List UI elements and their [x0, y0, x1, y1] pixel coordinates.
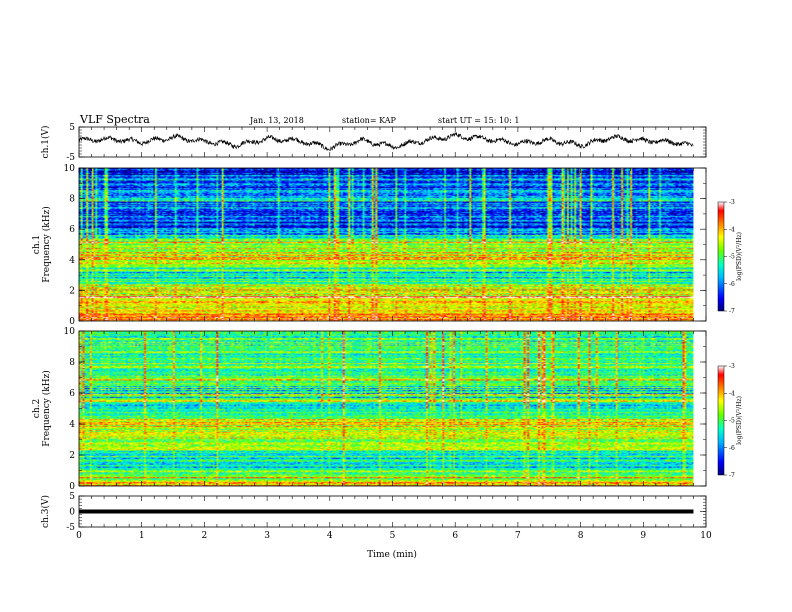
spectrogram-image [79, 331, 694, 486]
x-tick-label: 7 [515, 531, 521, 541]
ch1-voltage-trace [78, 132, 694, 151]
x-tick-label: 10 [700, 531, 712, 541]
y-tick-label: 0 [69, 508, 75, 518]
colorbar-tick-label: -3 [729, 363, 735, 370]
y-axis-label-line: ch.2 [32, 399, 42, 418]
y-axis-label: ch.2Frequency (kHz) [32, 370, 52, 447]
y-tick-label: 8 [69, 358, 75, 368]
y-tick-label: 10 [64, 164, 76, 174]
y-tick-label: 8 [69, 195, 75, 205]
colorbar-label: log(PSD)(V²/Hz) [736, 232, 743, 281]
x-tick-label: 2 [202, 531, 208, 541]
y-tick-label: 0 [69, 482, 75, 492]
ch2-spectrogram-panel: 0 2 4 6 8 10 ch.2Frequency (kHz) [32, 327, 707, 492]
y-axis-label: ch.3(V) [40, 495, 51, 528]
y-tick-label: 6 [69, 225, 75, 235]
y-tick-label: 5 [69, 492, 75, 502]
colorbar-tick-label: -3 [729, 199, 735, 206]
colorbar-gradient [717, 365, 725, 476]
x-axis-label: Time (min) [367, 549, 417, 560]
colorbar-tick-label: -4 [729, 390, 735, 397]
colorbar-tick-label: -4 [729, 226, 735, 233]
ch1-voltage-panel: 5 -5 ch.1(V) [40, 123, 707, 163]
x-tick-label: 1 [139, 531, 145, 541]
spectrogram-image [79, 168, 694, 321]
ch2-colorbar: -3 -4 -5 -6 -7 log(PSD)(V²/Hz) [717, 363, 743, 479]
y-tick-label: 0 [69, 317, 75, 327]
y-axis-label-line: ch.1(V) [40, 126, 51, 159]
y-tick-label: 2 [69, 451, 75, 461]
ch1-spectrogram-panel: 0 2 4 6 8 10 ch.1Frequency (kHz) [32, 164, 707, 327]
date-label: Jan. 13, 2018 [249, 116, 304, 125]
colorbar-tick-label: -6 [729, 281, 735, 288]
x-tick-label: 9 [640, 531, 646, 541]
y-axis-label-line: ch.1 [32, 235, 42, 254]
colorbar-tick-label: -5 [729, 418, 735, 425]
start-time-label: start UT = 15: 10: 1 [438, 116, 519, 125]
colorbar-label: log(PSD)(V²/Hz) [736, 396, 743, 445]
y-tick-label: 6 [69, 389, 75, 399]
x-tick-label: 8 [578, 531, 584, 541]
colorbar-tick-label: -5 [729, 254, 735, 261]
y-axis-label: ch.1Frequency (kHz) [32, 206, 52, 283]
y-axis-label-line: Frequency (kHz) [41, 370, 52, 447]
y-tick-label: 5 [69, 123, 75, 133]
y-tick-label: 10 [64, 327, 76, 337]
x-tick-label: 4 [327, 531, 333, 541]
y-axis-label-line: Frequency (kHz) [41, 206, 52, 283]
chart-title: VLF Spectra [79, 113, 150, 126]
y-axis-label-line: ch.3(V) [40, 495, 51, 528]
y-tick-label: 4 [69, 256, 75, 266]
colorbar-gradient [717, 201, 725, 312]
colorbar-tick-label: -7 [729, 472, 735, 479]
ch1-colorbar: -3 -4 -5 -6 -7 log(PSD)(V²/Hz) [717, 199, 743, 315]
station-label: station= KAP [342, 116, 397, 125]
y-tick-label: 4 [69, 420, 75, 430]
x-tick-label: 5 [390, 531, 396, 541]
colorbar-tick-label: -6 [729, 445, 735, 452]
y-tick-label: -5 [66, 523, 75, 533]
x-tick-label: 6 [452, 531, 458, 541]
colorbar-tick-label: -7 [729, 308, 735, 315]
x-tick-label: 0 [76, 531, 82, 541]
y-tick-label: 2 [69, 286, 75, 296]
x-tick-label: 3 [264, 531, 270, 541]
y-tick-label: -5 [66, 153, 75, 163]
y-axis-label: ch.1(V) [40, 126, 51, 159]
